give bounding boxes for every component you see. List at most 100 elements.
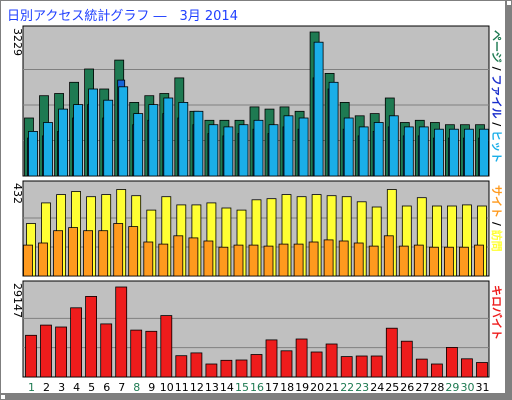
legend-separator: /: [490, 63, 503, 75]
x-tick-label: 30: [461, 381, 475, 393]
bar-site: [23, 244, 33, 277]
x-tick-label: 31: [476, 381, 490, 393]
bar-hit: [253, 119, 264, 177]
bar-kbyte: [340, 356, 353, 378]
bar-site: [218, 246, 229, 277]
bar-hit: [373, 122, 384, 177]
bar-kbyte: [400, 340, 413, 378]
bar-kbyte: [295, 338, 308, 378]
bar-kbyte: [370, 355, 383, 378]
x-tick-label: 13: [205, 381, 219, 393]
bar-site: [428, 246, 439, 277]
bar-hit: [193, 110, 204, 177]
bar-site: [293, 243, 304, 277]
x-tick-label: 18: [280, 381, 294, 393]
bar-hit: [178, 102, 189, 177]
bar-hit: [73, 104, 83, 177]
bar-kbyte: [220, 359, 233, 378]
bar-hit: [208, 124, 219, 177]
x-tick-label: 1: [28, 381, 35, 393]
x-tick-label: 11: [175, 381, 189, 393]
bar-site: [38, 242, 48, 277]
bar-site: [248, 244, 259, 277]
bar-site: [308, 241, 319, 277]
bar-hit: [268, 124, 279, 177]
bar-hit: [88, 88, 98, 177]
bar-hit: [283, 115, 294, 177]
bar-hit: [298, 117, 309, 177]
legend-separator: /: [490, 218, 503, 230]
bar-site: [203, 240, 214, 277]
bar-hit: [448, 128, 459, 177]
bar-hit: [238, 124, 249, 177]
bar-hit: [403, 126, 414, 177]
bar-site: [173, 235, 184, 277]
bar-kbyte: [265, 339, 278, 378]
bar-site: [143, 241, 154, 277]
x-tick-label: 21: [325, 381, 339, 393]
bar-hit: [343, 117, 354, 177]
bar-kbyte: [476, 362, 488, 378]
x-tick-label: 6: [103, 381, 110, 393]
bar-site: [474, 244, 484, 277]
daily-stats-chart: 3229 ページ / ファイル / ヒット 432 サイト / 訪問 29147 キロバイ…: [11, 25, 504, 393]
bar-site: [263, 245, 274, 277]
bar-hit: [43, 122, 53, 177]
x-tick-label: 28: [430, 381, 444, 393]
x-tick-label: 24: [370, 381, 384, 393]
bar-kbyte: [25, 334, 37, 378]
bar-kbyte: [100, 323, 113, 378]
bar-hit: [388, 115, 399, 177]
x-tick-label: 15: [235, 381, 249, 393]
x-tick-label: 20: [310, 381, 324, 393]
legend-separator: /: [490, 118, 503, 130]
bar-site: [398, 245, 409, 277]
panel-hits: 3229 ページ / ファイル / ヒット: [11, 25, 503, 177]
legend-entry: ファイル: [490, 74, 503, 118]
x-tick-label: 25: [385, 381, 399, 393]
bar-kbyte: [460, 358, 473, 378]
panel-kbytes: 29147 キロバイト: [11, 280, 503, 378]
bar-hit: [148, 104, 159, 177]
bar-kbyte: [130, 329, 143, 378]
bar-kbyte: [145, 330, 158, 378]
legend-visits: サイト / 訪問: [490, 185, 504, 252]
bar-hit: [358, 126, 369, 177]
bar-site: [368, 245, 379, 277]
x-tick-label: 12: [190, 381, 204, 393]
ymax-label-kbytes: 29147: [11, 283, 24, 318]
ymax-label-visits: 432: [11, 183, 24, 204]
bar-kbyte: [280, 350, 293, 378]
bar-hit: [433, 128, 444, 177]
bar-kbyte: [85, 295, 97, 378]
bar-kbyte: [40, 324, 52, 378]
bar-hit: [313, 41, 324, 177]
ymax-label-hits: 3229: [11, 28, 24, 56]
bar-kbyte: [250, 354, 263, 378]
bar-hit: [58, 108, 68, 177]
chart-canvas: 日別アクセス統計グラフ ― 3月 2014 3229 ページ / ファイル / ヒ…: [1, 1, 507, 395]
bar-site: [113, 223, 124, 277]
x-tick-label: 17: [265, 381, 279, 393]
chart-title: 日別アクセス統計グラフ ― 3月 2014: [7, 9, 238, 24]
legend-entry: キロバイト: [490, 285, 503, 340]
x-tick-label: 16: [250, 381, 264, 393]
bar-kbyte: [55, 326, 67, 378]
bar-kbyte: [385, 327, 398, 378]
bar-hit: [163, 97, 174, 177]
bar-site: [413, 244, 424, 277]
legend-entry: ヒット: [490, 130, 503, 163]
bar-site: [188, 237, 199, 277]
x-tick-label: 19: [295, 381, 309, 393]
bar-hit: [133, 113, 144, 177]
bar-kbyte: [175, 355, 188, 378]
bar-kbyte: [310, 351, 323, 378]
bar-site: [278, 243, 289, 277]
bar-site: [353, 242, 364, 277]
bar-site: [98, 230, 109, 277]
bar-kbyte: [325, 343, 338, 378]
bar-kbyte: [445, 346, 458, 378]
x-tick-label: 22: [340, 381, 354, 393]
x-tick-label: 26: [400, 381, 414, 393]
